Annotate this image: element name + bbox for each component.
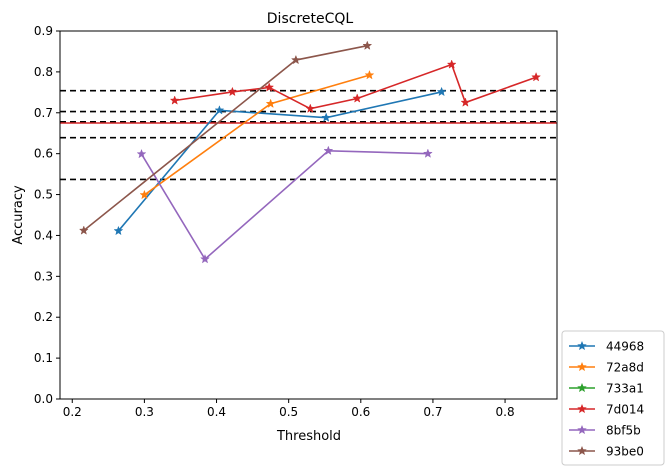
x-tick-label: 0.6: [351, 405, 370, 419]
data-point-72a8d-2: [364, 69, 375, 80]
reference-lines: [60, 89, 557, 181]
legend-marker-7d014: [577, 403, 587, 414]
data-point-8bf5b-2: [323, 145, 334, 156]
data-point-8bf5b-3: [422, 148, 433, 158]
data-point-72a8d-1: [265, 98, 276, 108]
data-point-44968-1: [214, 105, 225, 115]
data-point-8bf5b-0: [136, 148, 147, 159]
data-point-44968-2: [321, 112, 332, 122]
legend-label-93be0: 93be0: [606, 445, 644, 459]
legend-label-72a8d: 72a8d: [606, 361, 644, 375]
series-group: [78, 40, 542, 264]
chart-title: DiscreteCQL: [267, 11, 354, 27]
y-tick-label: 0.9: [34, 24, 53, 38]
legend-box: [561, 330, 665, 466]
data-point-8bf5b-1: [200, 253, 210, 264]
y-tick-label: 0.8: [34, 65, 53, 79]
data-point-72a8d-0: [139, 189, 150, 200]
x-tick-label: 0.7: [423, 405, 442, 419]
legend-label-7d014: 7d014: [606, 403, 644, 417]
y-tick-label: 0.6: [34, 147, 53, 161]
legend-marker-93be0: [577, 445, 587, 456]
data-point-44968-0: [113, 225, 124, 236]
data-point-7d014-4: [352, 93, 363, 103]
y-tick-label: 0.7: [34, 106, 53, 120]
x-tick-label: 0.8: [496, 405, 515, 419]
y-tick-label: 0.0: [34, 392, 53, 406]
x-tick-label: 0.5: [279, 405, 298, 419]
data-point-7d014-6: [460, 97, 471, 107]
data-point-93be0-1: [290, 54, 301, 65]
data-point-7d014-1: [227, 86, 238, 97]
x-tick-label: 0.2: [63, 405, 82, 419]
y-tick-label: 0.2: [34, 310, 53, 324]
data-point-7d014-7: [531, 71, 542, 82]
y-tick-label: 0.3: [34, 269, 53, 283]
y-axis-label: Accuracy: [11, 185, 26, 245]
legend-label-733a1: 733a1: [606, 382, 644, 396]
data-point-7d014-2: [264, 82, 275, 92]
data-point-44968-3: [436, 86, 447, 97]
series-line-72a8d: [143, 74, 370, 196]
legend-label-44968: 44968: [606, 340, 644, 354]
legend-marker-72a8d: [577, 361, 587, 372]
series-line-8bf5b: [140, 149, 428, 261]
legend-marker-44968: [577, 340, 587, 351]
y-tick-label: 0.1: [34, 351, 53, 365]
x-tick-label: 0.4: [207, 405, 226, 419]
y-tick-label: 0.4: [34, 228, 53, 242]
y-tick-label: 0.5: [34, 188, 53, 202]
data-point-7d014-0: [169, 95, 180, 105]
series-line-7d014: [174, 63, 537, 110]
data-point-93be0-2: [362, 40, 373, 50]
data-point-93be0-0: [78, 225, 89, 235]
legend: 44968 72a8d 733a1 7d014 8bf5b 93be0: [561, 330, 665, 466]
legend-marker-8bf5b: [577, 424, 587, 435]
series-line-44968: [117, 91, 442, 232]
data-point-7d014-3: [305, 103, 316, 113]
x-axis-label: Threshold: [276, 429, 341, 444]
legend-marker-733a1: [577, 382, 587, 393]
legend-label-8bf5b: 8bf5b: [606, 424, 641, 438]
data-point-7d014-5: [446, 59, 457, 69]
y-axis: 0.0 0.1 0.2 0.3 0.4 0.5 0.6 0.7 0.8 0.9: [34, 24, 60, 406]
x-tick-label: 0.3: [135, 405, 154, 419]
x-axis: 0.2 0.3 0.4 0.5 0.6 0.7 0.8: [63, 399, 515, 419]
plot-frame: [59, 30, 558, 400]
